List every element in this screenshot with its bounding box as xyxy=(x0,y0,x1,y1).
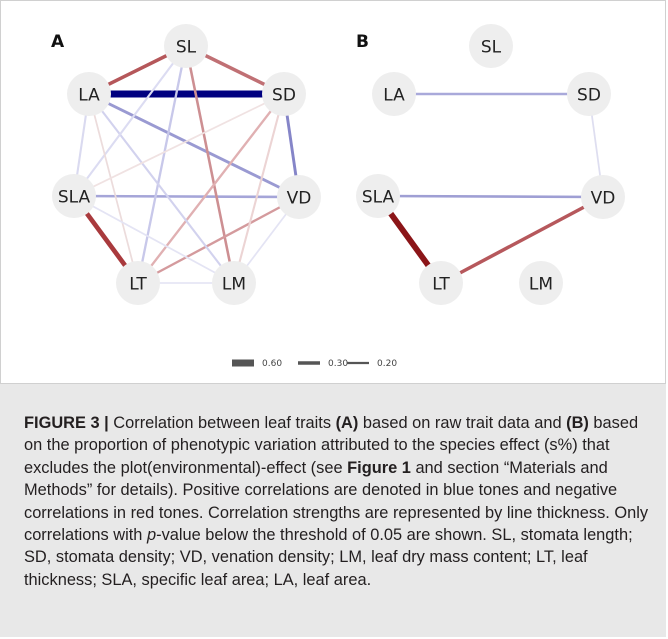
edge-a-sd-sla xyxy=(73,93,285,197)
caption-text-5: -value below the threshold of 0.05 are s… xyxy=(24,526,633,589)
caption-box: FIGURE 3 | Correlation between leaf trai… xyxy=(0,384,666,637)
edge-a-sd-lt xyxy=(137,93,285,284)
caption-ref-a: (A) xyxy=(335,414,359,432)
node-b-la: LA xyxy=(372,72,416,116)
weight-legend: 0.60 0.30 0.20 xyxy=(232,359,397,369)
node-b-lt: LT xyxy=(419,261,463,305)
node-b-sd: SD xyxy=(567,72,611,116)
node-a-sd: SD xyxy=(262,72,306,116)
legend-label-2: 0.20 xyxy=(377,359,397,369)
node-a-vd: VD xyxy=(277,175,321,219)
node-label: LA xyxy=(78,86,100,106)
caption-text-2: based on raw trait data and xyxy=(358,414,567,432)
edges-panel-a xyxy=(72,44,301,285)
nodes-panel-a: SL SD VD LM LT SLA LA xyxy=(52,24,321,305)
node-label: SD xyxy=(272,86,296,106)
node-label: SL xyxy=(481,38,502,58)
node-b-lm: LM xyxy=(519,261,563,305)
edge-a-sl-lt xyxy=(136,45,188,284)
caption-figure-link[interactable]: Figure 1 xyxy=(347,458,411,477)
edge-a-la-lm xyxy=(88,93,235,284)
edge-a-sla-vd xyxy=(73,194,300,199)
node-label: SLA xyxy=(58,188,91,208)
edge-b-vd-lt xyxy=(440,195,604,285)
node-b-sla: SLA xyxy=(356,174,400,218)
edge-a-vd-lt xyxy=(137,195,300,285)
caption-figure-label: FIGURE 3 | xyxy=(24,414,109,432)
caption-text-3: based on the proportion of phenotypic va… xyxy=(24,414,639,477)
edges-panel-b xyxy=(375,92,604,285)
legend-label-0: 0.60 xyxy=(262,359,282,369)
node-label: VD xyxy=(287,189,312,209)
node-b-sl: SL xyxy=(469,24,513,68)
node-label: LM xyxy=(529,275,553,295)
panel-label-b: B xyxy=(356,32,369,52)
figure-panel: SL SD VD LM LT SLA LA SL SD VD LM LT SLA LA A B 0.60… xyxy=(0,0,666,384)
figure-caption: FIGURE 3 | Correlation between leaf trai… xyxy=(24,412,650,591)
edge-a-sd-lm xyxy=(232,93,286,284)
caption-text-1: Correlation between leaf traits xyxy=(108,414,336,432)
node-a-sl: SL xyxy=(164,24,208,68)
node-label: VD xyxy=(591,189,616,209)
nodes-panel-b: SL SD VD LM LT SLA LA xyxy=(356,24,625,305)
caption-ref-b: (B) xyxy=(566,414,589,432)
node-a-lt: LT xyxy=(116,261,160,305)
edge-a-la-vd xyxy=(88,92,300,199)
panel-label-a: A xyxy=(51,32,65,52)
edge-a-sl-lm xyxy=(184,45,236,284)
edge-a-la-lt xyxy=(88,93,139,284)
legend-label-1: 0.30 xyxy=(328,359,348,369)
network-figure: SL SD VD LM LT SLA LA SL SD VD LM LT SLA LA A B 0.60… xyxy=(51,24,625,369)
node-a-lm: LM xyxy=(212,261,256,305)
edge-a-sl-sla xyxy=(73,45,187,197)
node-label: SL xyxy=(176,38,197,58)
node-b-vd: VD xyxy=(581,175,625,219)
edge-b-sla-vd xyxy=(377,194,604,199)
node-label: LA xyxy=(383,86,405,106)
node-a-sla: SLA xyxy=(52,174,96,218)
node-label: LT xyxy=(432,275,450,295)
node-label: LT xyxy=(129,275,147,295)
caption-text-4: and section “Materials and Methods” for … xyxy=(24,458,649,545)
node-label: SD xyxy=(577,86,601,106)
node-label: SLA xyxy=(362,188,395,208)
caption-p-italic: p xyxy=(146,526,157,545)
node-a-la: LA xyxy=(67,72,111,116)
edge-a-sla-lm xyxy=(73,195,235,284)
node-label: LM xyxy=(222,275,246,295)
